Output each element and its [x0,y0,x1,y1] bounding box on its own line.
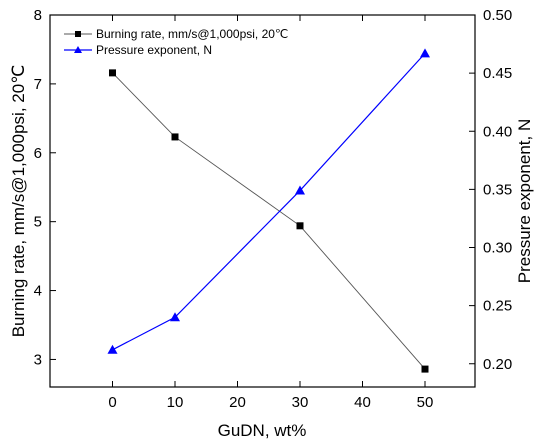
legend-label-pressure-exponent: Pressure exponent, N [96,43,212,57]
x-axis-title: GuDN, wt% [218,421,307,440]
y-right-tick-label: 0.20 [483,356,512,373]
data-point-burning-rate [296,222,304,230]
x-tick-label: 0 [108,394,116,411]
y-left-tick-label: 6 [34,145,42,162]
series-line-0 [112,72,426,370]
data-point-pressure-exponent [295,185,305,195]
x-tick-label: 20 [229,394,246,411]
x-tick-label: 50 [417,394,434,411]
legend-marker-pressure-exponent [74,46,82,53]
x-tick-label: 10 [167,394,184,411]
data-point-burning-rate [109,69,116,77]
y-right-tick-label: 0.40 [483,123,512,140]
ticks: 0 10 20 30 40 50 3 4 5 6 7 8 0.20 0.25 0.30 0.35 0.40 0.4… [34,7,513,411]
y-right-tick-label: 0.35 [483,181,512,198]
y-right-tick-label: 0.30 [483,240,512,257]
x-tick-label: 40 [354,394,371,411]
y-axis-right-title: Pressure exponent, N [515,119,534,283]
data-point-pressure-exponent [170,312,180,322]
legend: Burning rate, mm/s@1,000psi, 20℃ Pressur… [64,27,288,57]
x-tick-label: 30 [292,394,309,411]
markers [107,48,430,373]
legend-label-burning-rate: Burning rate, mm/s@1,000psi, 20℃ [96,27,288,41]
y-left-tick-label: 8 [34,7,42,24]
y-left-tick-label: 3 [34,351,42,368]
series-lines [112,52,426,370]
y-right-tick-label: 0.45 [483,65,512,82]
data-point-pressure-exponent [420,48,430,58]
series-line-1 [112,52,426,351]
y-left-tick-label: 7 [34,76,42,93]
y-axis-left-title: Burning rate, mm/s@1,000psi, 20℃ [9,65,28,338]
plot-frame [49,14,476,388]
data-point-pressure-exponent [107,344,118,354]
data-point-burning-rate [421,365,429,373]
y-left-tick-label: 5 [34,214,42,231]
y-right-tick-label: 0.50 [483,7,512,24]
y-left-tick-label: 4 [34,283,42,300]
data-point-burning-rate [171,133,179,141]
legend-marker-burning-rate [75,31,81,37]
y-right-tick-label: 0.25 [483,298,512,315]
